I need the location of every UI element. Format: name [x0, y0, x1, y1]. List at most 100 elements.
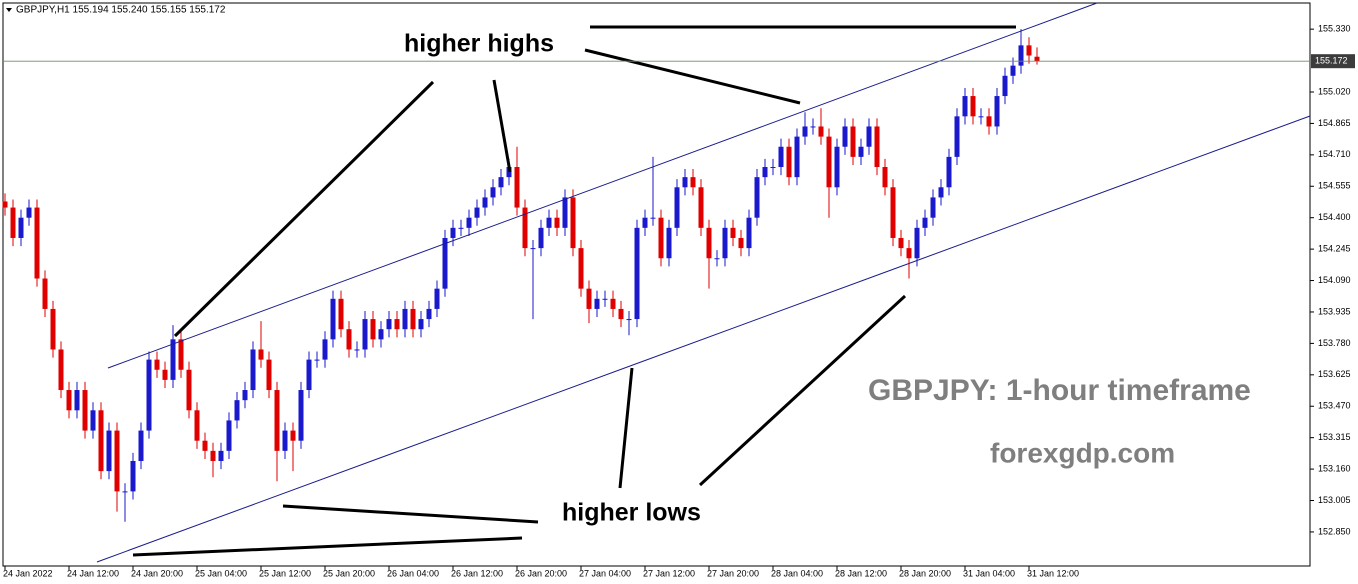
candle-body [610, 298, 616, 309]
candle-body [218, 450, 224, 461]
candle-body [586, 288, 592, 309]
candle-body [98, 410, 104, 472]
candle-body [562, 197, 568, 228]
y-tick-label: 154.555 [1318, 181, 1351, 191]
candle-body [690, 177, 696, 188]
annotation-lines [132, 25, 1016, 557]
candle-body [386, 319, 392, 330]
candle-body [50, 308, 56, 350]
candle-body [394, 319, 400, 330]
candle-body [130, 460, 136, 492]
candle-body [498, 177, 504, 188]
x-tick-label: 31 Jan 12:00 [1027, 568, 1079, 578]
candle-body [802, 126, 808, 137]
candle-body [122, 491, 128, 493]
candle-body [634, 227, 640, 320]
candle-body [834, 146, 840, 188]
candle-body [178, 339, 184, 370]
candle-body [202, 440, 208, 451]
candle-body [546, 217, 552, 228]
candle-body [474, 207, 480, 218]
candle-body [722, 227, 728, 259]
candle-body [34, 207, 40, 279]
candle-body [10, 207, 16, 238]
candle-body [906, 248, 912, 259]
candle-body [82, 390, 88, 431]
candle-body [338, 298, 344, 330]
candle-body [922, 217, 928, 228]
candle-body [170, 339, 176, 380]
candle-body [578, 248, 584, 289]
candle-body [154, 359, 160, 370]
y-tick-label: 153.780 [1318, 338, 1351, 348]
symbol-legend: GBPJPY,H1 155.194 155.240 155.155 155.17… [16, 5, 226, 16]
pointer [698, 294, 907, 487]
candle-body [306, 359, 312, 391]
candle-body [234, 400, 240, 421]
candle-body [698, 187, 704, 228]
candle-body [74, 390, 80, 411]
candle-body [554, 217, 560, 228]
candle-body [818, 126, 824, 137]
candle-body [674, 187, 680, 228]
candle-body [58, 349, 64, 391]
candle-body [842, 126, 848, 147]
candle-body [314, 359, 320, 361]
candle-body [930, 197, 936, 218]
candle-body [986, 116, 992, 127]
candle-body [850, 126, 856, 157]
x-tick-label: 25 Jan 04:00 [195, 568, 247, 578]
candle-body [490, 187, 496, 198]
y-tick-label: 153.470 [1318, 401, 1351, 411]
candle-body [538, 227, 544, 249]
candle-body [1026, 45, 1032, 56]
candle-body [938, 187, 944, 198]
candle-body [762, 167, 768, 178]
y-tick-label: 154.090 [1318, 275, 1351, 285]
candle-body [794, 136, 800, 178]
candle-body [602, 298, 608, 300]
pointer [618, 367, 634, 489]
candle-body [866, 126, 872, 147]
candle-body [666, 227, 672, 259]
candle-body [898, 237, 904, 249]
x-tick-label: 27 Jan 12:00 [643, 568, 695, 578]
candle-body [146, 359, 152, 431]
candle-body [826, 136, 832, 188]
x-tick-label: 27 Jan 04:00 [579, 568, 631, 578]
candle-body [114, 430, 120, 492]
x-tick-label: 25 Jan 20:00 [323, 568, 375, 578]
candle-body [26, 207, 32, 218]
pointer [173, 80, 435, 338]
x-tick-label: 28 Jan 12:00 [835, 568, 887, 578]
y-tick-label: 154.865 [1318, 118, 1351, 128]
candle-body [890, 187, 896, 238]
candle-body [322, 339, 328, 360]
y-tick-label: 153.005 [1318, 495, 1351, 505]
candle-body [402, 308, 408, 330]
x-tick-label: 28 Jan 20:00 [899, 568, 951, 578]
candle-body [594, 298, 600, 309]
y-tick-label: 155.020 [1318, 86, 1351, 96]
price-label-box [1311, 54, 1355, 69]
plot-frame [2, 2, 1311, 567]
candle-body [66, 390, 72, 411]
y-tick-label: 153.625 [1318, 369, 1351, 379]
candle-body [42, 278, 48, 309]
candle-body [466, 217, 472, 228]
candle-body [530, 248, 536, 250]
candle-body [434, 288, 440, 309]
candle-body [754, 177, 760, 218]
candle-body [682, 177, 688, 188]
candle-body [90, 410, 96, 431]
candle-body [514, 167, 520, 208]
candle-body [210, 450, 216, 461]
candle-body [298, 390, 304, 441]
x-tick-label: 28 Jan 04:00 [771, 568, 823, 578]
candles [2, 29, 1040, 522]
channel-lower [96, 115, 1311, 563]
x-tick-label: 24 Jan 12:00 [67, 568, 119, 578]
